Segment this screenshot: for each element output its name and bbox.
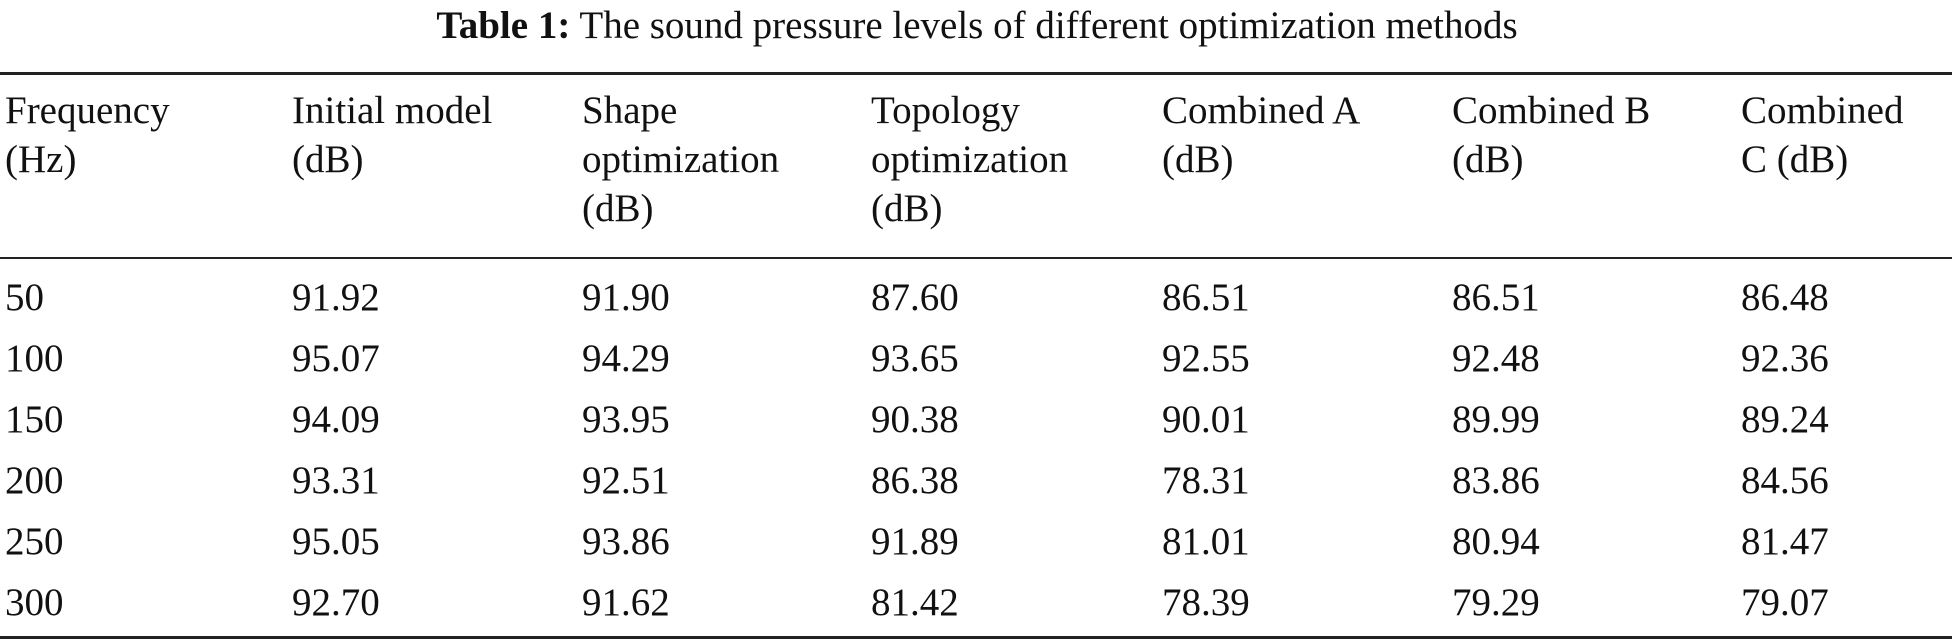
cell-shape-optimization: 91.90 [582, 276, 670, 319]
cell-combined-b: 80.94 [1452, 520, 1540, 563]
cell-combined-c: 86.48 [1741, 276, 1829, 319]
cell-combined-c: 81.47 [1741, 520, 1829, 563]
cell-combined-c: 92.36 [1741, 337, 1829, 380]
cell-topology-optimization: 90.38 [871, 398, 959, 441]
cell-initial-model: 92.70 [292, 581, 380, 624]
cell-combined-c: 84.56 [1741, 459, 1829, 502]
table-row: 250 95.05 93.86 91.89 81.01 80.94 81.47 [0, 514, 1954, 575]
table-row: 200 93.31 92.51 86.38 78.31 83.86 84.56 [0, 453, 1954, 514]
table-row: 100 95.07 94.29 93.65 92.55 92.48 92.36 [0, 331, 1954, 392]
cell-combined-c: 89.24 [1741, 398, 1829, 441]
cell-initial-model: 94.09 [292, 398, 380, 441]
table-bottom-rule [0, 636, 1952, 639]
cell-combined-a: 78.31 [1162, 459, 1250, 502]
header-combined-b: Combined B (dB) [1452, 89, 1651, 181]
table-body: 50 91.92 91.90 87.60 86.51 86.51 86.48 1… [0, 270, 1954, 636]
header-frequency: Frequency (Hz) [5, 89, 170, 181]
cell-topology-optimization: 93.65 [871, 337, 959, 380]
cell-initial-model: 93.31 [292, 459, 380, 502]
cell-frequency: 250 [5, 520, 64, 563]
cell-topology-optimization: 81.42 [871, 581, 959, 624]
cell-topology-optimization: 91.89 [871, 520, 959, 563]
table-caption: Table 1: The sound pressure levels of di… [0, 0, 1954, 58]
table-caption-label: Table 1: [436, 4, 571, 47]
cell-combined-b: 79.29 [1452, 581, 1540, 624]
cell-initial-model: 95.07 [292, 337, 380, 380]
cell-initial-model: 91.92 [292, 276, 380, 319]
header-combined-a: Combined A (dB) [1162, 89, 1361, 181]
cell-frequency: 100 [5, 337, 64, 380]
cell-shape-optimization: 91.62 [582, 581, 670, 624]
cell-combined-b: 92.48 [1452, 337, 1540, 380]
cell-combined-a: 78.39 [1162, 581, 1250, 624]
table-row: 50 91.92 91.90 87.60 86.51 86.51 86.48 [0, 270, 1954, 331]
table-row: 300 92.70 91.62 81.42 78.39 79.29 79.07 [0, 575, 1954, 636]
cell-frequency: 200 [5, 459, 64, 502]
table-top-rule [0, 72, 1952, 75]
cell-combined-b: 83.86 [1452, 459, 1540, 502]
cell-shape-optimization: 93.86 [582, 520, 670, 563]
cell-frequency: 50 [5, 276, 44, 319]
header-initial-model: Initial model (dB) [292, 89, 493, 181]
cell-topology-optimization: 87.60 [871, 276, 959, 319]
table-caption-text: The sound pressure levels of different o… [579, 4, 1518, 47]
cell-combined-b: 86.51 [1452, 276, 1540, 319]
cell-frequency: 150 [5, 398, 64, 441]
cell-initial-model: 95.05 [292, 520, 380, 563]
cell-combined-b: 89.99 [1452, 398, 1540, 441]
cell-frequency: 300 [5, 581, 64, 624]
header-topology-optimization: Topology optimization (dB) [871, 89, 1069, 230]
cell-combined-a: 92.55 [1162, 337, 1250, 380]
cell-shape-optimization: 93.95 [582, 398, 670, 441]
table-row: 150 94.09 93.95 90.38 90.01 89.99 89.24 [0, 392, 1954, 453]
header-shape-optimization: Shape optimization (dB) [582, 89, 780, 230]
cell-topology-optimization: 86.38 [871, 459, 959, 502]
cell-combined-a: 81.01 [1162, 520, 1250, 563]
cell-combined-a: 90.01 [1162, 398, 1250, 441]
table-header-row: Frequency (Hz) Initial model (dB) Shape … [0, 86, 1954, 256]
cell-combined-c: 79.07 [1741, 581, 1829, 624]
table-header-rule [0, 257, 1952, 259]
cell-shape-optimization: 94.29 [582, 337, 670, 380]
cell-combined-a: 86.51 [1162, 276, 1250, 319]
header-combined-c: Combined C (dB) [1741, 89, 1904, 181]
cell-shape-optimization: 92.51 [582, 459, 670, 502]
